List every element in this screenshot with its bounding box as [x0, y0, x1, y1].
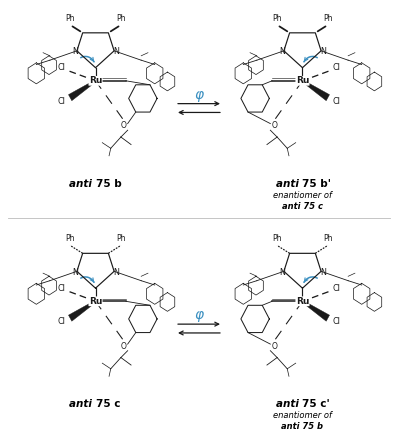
Polygon shape: [302, 80, 330, 101]
Text: φ: φ: [195, 308, 203, 322]
Text: N: N: [113, 47, 119, 56]
Polygon shape: [302, 300, 330, 321]
Text: 75 c': 75 c': [302, 399, 330, 409]
Text: Ph: Ph: [65, 234, 75, 243]
Text: Cl: Cl: [58, 63, 66, 72]
Text: Cl: Cl: [332, 63, 340, 72]
Text: O: O: [271, 342, 277, 351]
Text: N: N: [279, 268, 285, 277]
Text: Ph: Ph: [65, 14, 75, 22]
Text: Cl: Cl: [58, 97, 66, 106]
Text: Cl: Cl: [58, 284, 66, 293]
Text: Ph: Ph: [272, 234, 282, 243]
Text: N: N: [72, 47, 78, 56]
Text: 75 b: 75 b: [96, 179, 121, 189]
Text: Ph: Ph: [323, 14, 333, 22]
Text: N: N: [320, 47, 326, 56]
Polygon shape: [68, 300, 96, 321]
Polygon shape: [68, 80, 96, 101]
Text: anti: anti: [276, 399, 302, 409]
Text: N: N: [113, 268, 119, 277]
Text: 75 b': 75 b': [302, 179, 332, 189]
Text: φ: φ: [195, 88, 203, 102]
Text: Cl: Cl: [58, 318, 66, 326]
Text: Ph: Ph: [116, 234, 126, 243]
Text: O: O: [121, 121, 127, 130]
Text: O: O: [271, 121, 277, 130]
Text: anti: anti: [69, 399, 96, 409]
Text: anti 75 c: anti 75 c: [282, 202, 323, 211]
Text: Cl: Cl: [332, 97, 340, 106]
Text: N: N: [320, 268, 326, 277]
Text: Ph: Ph: [272, 14, 282, 22]
Text: 75 c: 75 c: [96, 399, 120, 409]
Text: Ph: Ph: [323, 234, 333, 243]
Text: Cl: Cl: [332, 284, 340, 293]
Text: N: N: [279, 47, 285, 56]
Text: O: O: [121, 342, 127, 351]
Text: enantiomer of: enantiomer of: [273, 411, 332, 420]
Text: enantiomer of: enantiomer of: [273, 191, 332, 200]
Text: Cl: Cl: [332, 318, 340, 326]
Text: Ru: Ru: [89, 297, 102, 306]
Text: anti: anti: [69, 179, 96, 189]
Text: Ph: Ph: [116, 14, 126, 22]
Text: Ru: Ru: [296, 76, 309, 85]
Text: N: N: [72, 268, 78, 277]
Text: anti: anti: [276, 179, 302, 189]
Text: Ru: Ru: [89, 76, 102, 85]
Text: anti 75 b: anti 75 b: [281, 422, 324, 431]
Text: Ru: Ru: [296, 297, 309, 306]
